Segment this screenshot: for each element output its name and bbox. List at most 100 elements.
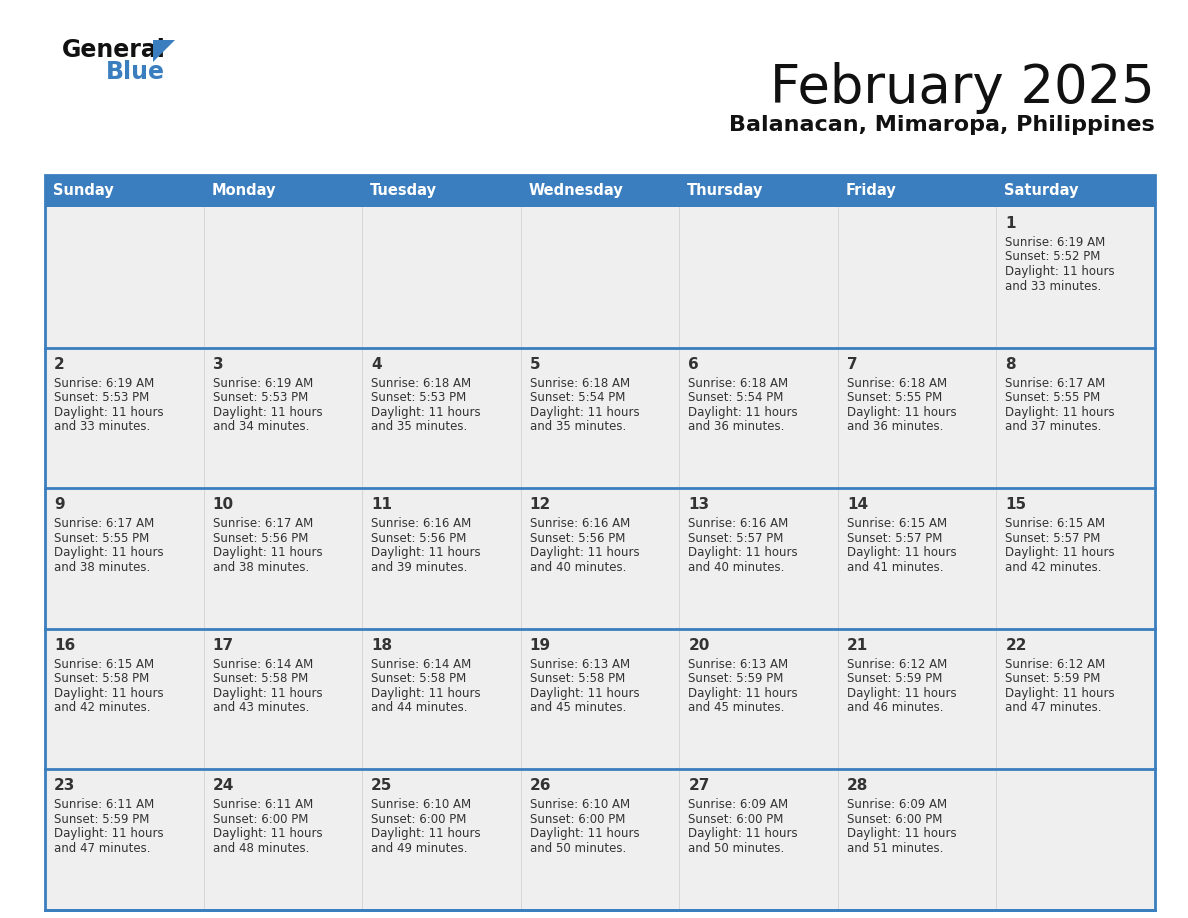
Text: Sunset: 5:54 PM: Sunset: 5:54 PM <box>688 391 784 404</box>
Text: 20: 20 <box>688 638 709 653</box>
Text: Daylight: 11 hours: Daylight: 11 hours <box>213 687 322 700</box>
Text: and 47 minutes.: and 47 minutes. <box>53 842 151 855</box>
Text: and 36 minutes.: and 36 minutes. <box>847 420 943 433</box>
Text: 24: 24 <box>213 778 234 793</box>
Text: and 40 minutes.: and 40 minutes. <box>530 561 626 574</box>
Bar <box>45 488 203 629</box>
Text: Sunset: 5:56 PM: Sunset: 5:56 PM <box>213 532 308 544</box>
Text: and 50 minutes.: and 50 minutes. <box>688 842 784 855</box>
Bar <box>680 769 838 910</box>
Text: and 38 minutes.: and 38 minutes. <box>213 561 309 574</box>
Bar <box>680 207 838 348</box>
Text: 14: 14 <box>847 498 868 512</box>
Text: and 36 minutes.: and 36 minutes. <box>688 420 784 433</box>
Text: Daylight: 11 hours: Daylight: 11 hours <box>847 546 956 559</box>
Bar <box>838 175 997 207</box>
Text: Daylight: 11 hours: Daylight: 11 hours <box>847 827 956 840</box>
Text: Daylight: 11 hours: Daylight: 11 hours <box>847 687 956 700</box>
Text: Sunset: 5:59 PM: Sunset: 5:59 PM <box>688 672 784 686</box>
Text: Sunrise: 6:15 AM: Sunrise: 6:15 AM <box>847 517 947 531</box>
Text: 22: 22 <box>1005 638 1026 653</box>
Text: Sunrise: 6:10 AM: Sunrise: 6:10 AM <box>530 799 630 812</box>
Text: Thursday: Thursday <box>688 184 764 198</box>
Bar <box>203 629 362 769</box>
Text: Sunset: 5:53 PM: Sunset: 5:53 PM <box>371 391 467 404</box>
Bar <box>203 175 362 207</box>
Bar <box>520 488 680 629</box>
Text: 3: 3 <box>213 356 223 372</box>
Text: 15: 15 <box>1005 498 1026 512</box>
Text: Sunday: Sunday <box>53 184 114 198</box>
Bar <box>45 175 1155 910</box>
Text: 26: 26 <box>530 778 551 793</box>
Text: and 38 minutes.: and 38 minutes. <box>53 561 150 574</box>
Text: 11: 11 <box>371 498 392 512</box>
Text: and 37 minutes.: and 37 minutes. <box>1005 420 1101 433</box>
Text: Daylight: 11 hours: Daylight: 11 hours <box>530 406 639 419</box>
Text: and 41 minutes.: and 41 minutes. <box>847 561 943 574</box>
Text: 21: 21 <box>847 638 868 653</box>
Text: Sunrise: 6:18 AM: Sunrise: 6:18 AM <box>530 376 630 389</box>
Text: Sunrise: 6:09 AM: Sunrise: 6:09 AM <box>847 799 947 812</box>
Bar <box>838 629 997 769</box>
Text: Sunset: 5:59 PM: Sunset: 5:59 PM <box>1005 672 1101 686</box>
Text: 28: 28 <box>847 778 868 793</box>
Text: Daylight: 11 hours: Daylight: 11 hours <box>53 406 164 419</box>
Text: Daylight: 11 hours: Daylight: 11 hours <box>371 406 481 419</box>
Text: Daylight: 11 hours: Daylight: 11 hours <box>688 546 798 559</box>
Bar <box>45 348 203 488</box>
Text: Daylight: 11 hours: Daylight: 11 hours <box>688 827 798 840</box>
Text: February 2025: February 2025 <box>770 62 1155 114</box>
Text: Daylight: 11 hours: Daylight: 11 hours <box>53 546 164 559</box>
Text: Sunrise: 6:19 AM: Sunrise: 6:19 AM <box>53 376 154 389</box>
Text: Daylight: 11 hours: Daylight: 11 hours <box>1005 687 1116 700</box>
Text: and 50 minutes.: and 50 minutes. <box>530 842 626 855</box>
Text: and 48 minutes.: and 48 minutes. <box>213 842 309 855</box>
Text: Sunset: 5:55 PM: Sunset: 5:55 PM <box>847 391 942 404</box>
Text: Sunset: 5:53 PM: Sunset: 5:53 PM <box>213 391 308 404</box>
Text: Sunset: 6:00 PM: Sunset: 6:00 PM <box>213 813 308 826</box>
Bar <box>997 207 1155 348</box>
Text: 5: 5 <box>530 356 541 372</box>
Text: and 46 minutes.: and 46 minutes. <box>847 701 943 714</box>
Text: Sunset: 6:00 PM: Sunset: 6:00 PM <box>530 813 625 826</box>
Text: Daylight: 11 hours: Daylight: 11 hours <box>371 546 481 559</box>
Text: Sunset: 5:52 PM: Sunset: 5:52 PM <box>1005 251 1101 263</box>
Bar <box>520 175 680 207</box>
Text: Sunrise: 6:12 AM: Sunrise: 6:12 AM <box>1005 658 1106 671</box>
Bar <box>838 207 997 348</box>
Text: Sunrise: 6:17 AM: Sunrise: 6:17 AM <box>1005 376 1106 389</box>
Text: Sunset: 5:56 PM: Sunset: 5:56 PM <box>371 532 467 544</box>
Text: and 42 minutes.: and 42 minutes. <box>1005 561 1102 574</box>
Text: and 44 minutes.: and 44 minutes. <box>371 701 468 714</box>
Bar <box>838 488 997 629</box>
Text: Sunset: 6:00 PM: Sunset: 6:00 PM <box>688 813 784 826</box>
Text: and 43 minutes.: and 43 minutes. <box>213 701 309 714</box>
Text: Saturday: Saturday <box>1004 184 1079 198</box>
Text: and 40 minutes.: and 40 minutes. <box>688 561 784 574</box>
Bar <box>362 488 520 629</box>
Bar <box>362 207 520 348</box>
Text: 27: 27 <box>688 778 709 793</box>
Bar <box>680 348 838 488</box>
Text: and 42 minutes.: and 42 minutes. <box>53 701 151 714</box>
Text: Sunrise: 6:10 AM: Sunrise: 6:10 AM <box>371 799 472 812</box>
Text: and 33 minutes.: and 33 minutes. <box>1005 279 1101 293</box>
Text: Sunrise: 6:13 AM: Sunrise: 6:13 AM <box>530 658 630 671</box>
Text: Sunrise: 6:17 AM: Sunrise: 6:17 AM <box>213 517 312 531</box>
Bar <box>997 175 1155 207</box>
Text: Sunset: 5:58 PM: Sunset: 5:58 PM <box>53 672 150 686</box>
Text: Sunrise: 6:16 AM: Sunrise: 6:16 AM <box>688 517 789 531</box>
Text: Sunset: 5:58 PM: Sunset: 5:58 PM <box>530 672 625 686</box>
Text: 23: 23 <box>53 778 75 793</box>
Text: Sunrise: 6:12 AM: Sunrise: 6:12 AM <box>847 658 947 671</box>
Bar <box>203 348 362 488</box>
Text: and 45 minutes.: and 45 minutes. <box>688 701 784 714</box>
Text: Daylight: 11 hours: Daylight: 11 hours <box>530 546 639 559</box>
Bar <box>838 348 997 488</box>
Bar <box>203 488 362 629</box>
Text: and 39 minutes.: and 39 minutes. <box>371 561 468 574</box>
Bar <box>680 629 838 769</box>
Text: Sunset: 6:00 PM: Sunset: 6:00 PM <box>371 813 467 826</box>
Bar <box>680 175 838 207</box>
